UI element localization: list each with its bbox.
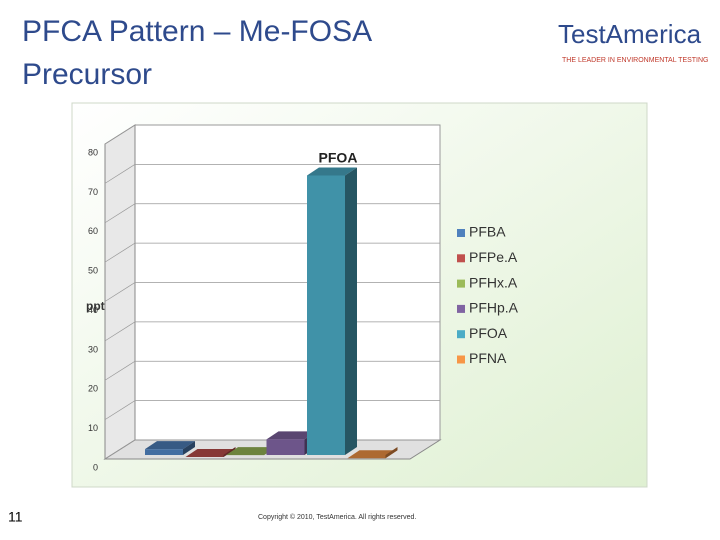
bar [266, 439, 305, 455]
y-tick-label: 0 [93, 462, 98, 472]
bar [145, 449, 183, 455]
legend-label: PFHp.A [469, 300, 519, 316]
title: PFCA Pattern – Me-FOSA [22, 15, 372, 48]
bar-side [345, 167, 357, 455]
y-tick-label: 40 [88, 305, 98, 315]
legend-swatch [457, 279, 465, 288]
bar-top [226, 447, 276, 456]
title: Precursor [22, 58, 152, 91]
y-tick-label: 50 [88, 266, 98, 276]
legend-swatch [457, 254, 465, 263]
legend-label: PFOA [469, 325, 508, 341]
grid-line [104, 164, 440, 184]
logo: TestAmerica [558, 19, 702, 49]
y-tick-label: 80 [88, 147, 98, 157]
bar-top [185, 449, 236, 458]
y-tick-label: 30 [88, 344, 98, 354]
legend-swatch [457, 330, 465, 339]
bar-top [347, 450, 398, 459]
bar-top [266, 431, 317, 440]
y-tick-label: 10 [88, 423, 98, 433]
legend-label: PFHx.A [469, 274, 518, 290]
y-tick-label: 60 [88, 226, 98, 236]
y-tick-label: 20 [88, 384, 98, 394]
legend-label: PFBA [469, 224, 506, 240]
tagline: THE LEADER IN ENVIRONMENTAL TESTING [562, 57, 709, 64]
legend-label: PFPe.A [469, 249, 518, 265]
legend-label: PFNA [469, 350, 507, 366]
grid-line [104, 124, 440, 145]
page-number: 11 [8, 509, 23, 525]
copyright: Copyright © 2010, TestAmerica. All right… [258, 513, 416, 521]
bar-top [307, 167, 357, 176]
bar [307, 175, 345, 455]
legend-swatch [457, 229, 465, 237]
bar-side [223, 447, 236, 458]
y-tick-label: 70 [88, 187, 98, 197]
chart: 0 10 20 30 40 50 60 70 80 ppt PFBA PFPe.A PFHx.A PFHp… [86, 124, 519, 472]
y-axis-label: ppt [86, 299, 105, 313]
bar-side [385, 447, 398, 459]
legend-swatch [457, 355, 465, 364]
legend-swatch [457, 304, 465, 313]
annotation: PFOA [319, 150, 358, 166]
bar-side [183, 441, 195, 455]
bar-top [145, 441, 195, 450]
